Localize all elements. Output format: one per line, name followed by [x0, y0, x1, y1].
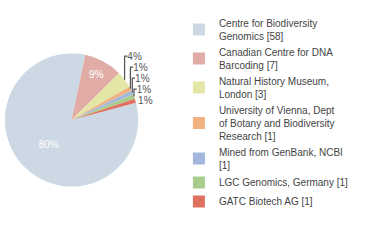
- svg-text:Canadian Centre for DNABarcodi: Canadian Centre for DNABarcoding [7]: [219, 47, 333, 71]
- svg-text:Natural History Museum,London: Natural History Museum,London [3]: [219, 76, 329, 100]
- svg-text:1%: 1%: [135, 73, 150, 84]
- svg-text:Mined from GenBank, NCBI[1]: Mined from GenBank, NCBI[1]: [219, 147, 343, 171]
- svg-text:80%: 80%: [39, 139, 59, 150]
- svg-text:9%: 9%: [89, 69, 104, 80]
- svg-text:University of Vienna, Deptof B: University of Vienna, Deptof Botany and …: [219, 105, 335, 142]
- svg-text:1%: 1%: [137, 84, 152, 95]
- svg-text:1%: 1%: [138, 95, 153, 106]
- svg-text:Centre for BiodiversityGenomic: Centre for BiodiversityGenomics [58]: [219, 18, 317, 42]
- svg-text:GATC Biotech AG [1]: GATC Biotech AG [1]: [219, 196, 313, 207]
- svg-text:LGC Genomics, Germany [1]: LGC Genomics, Germany [1]: [219, 177, 348, 188]
- svg-text:1%: 1%: [133, 62, 148, 73]
- svg-text:4%: 4%: [127, 51, 142, 62]
